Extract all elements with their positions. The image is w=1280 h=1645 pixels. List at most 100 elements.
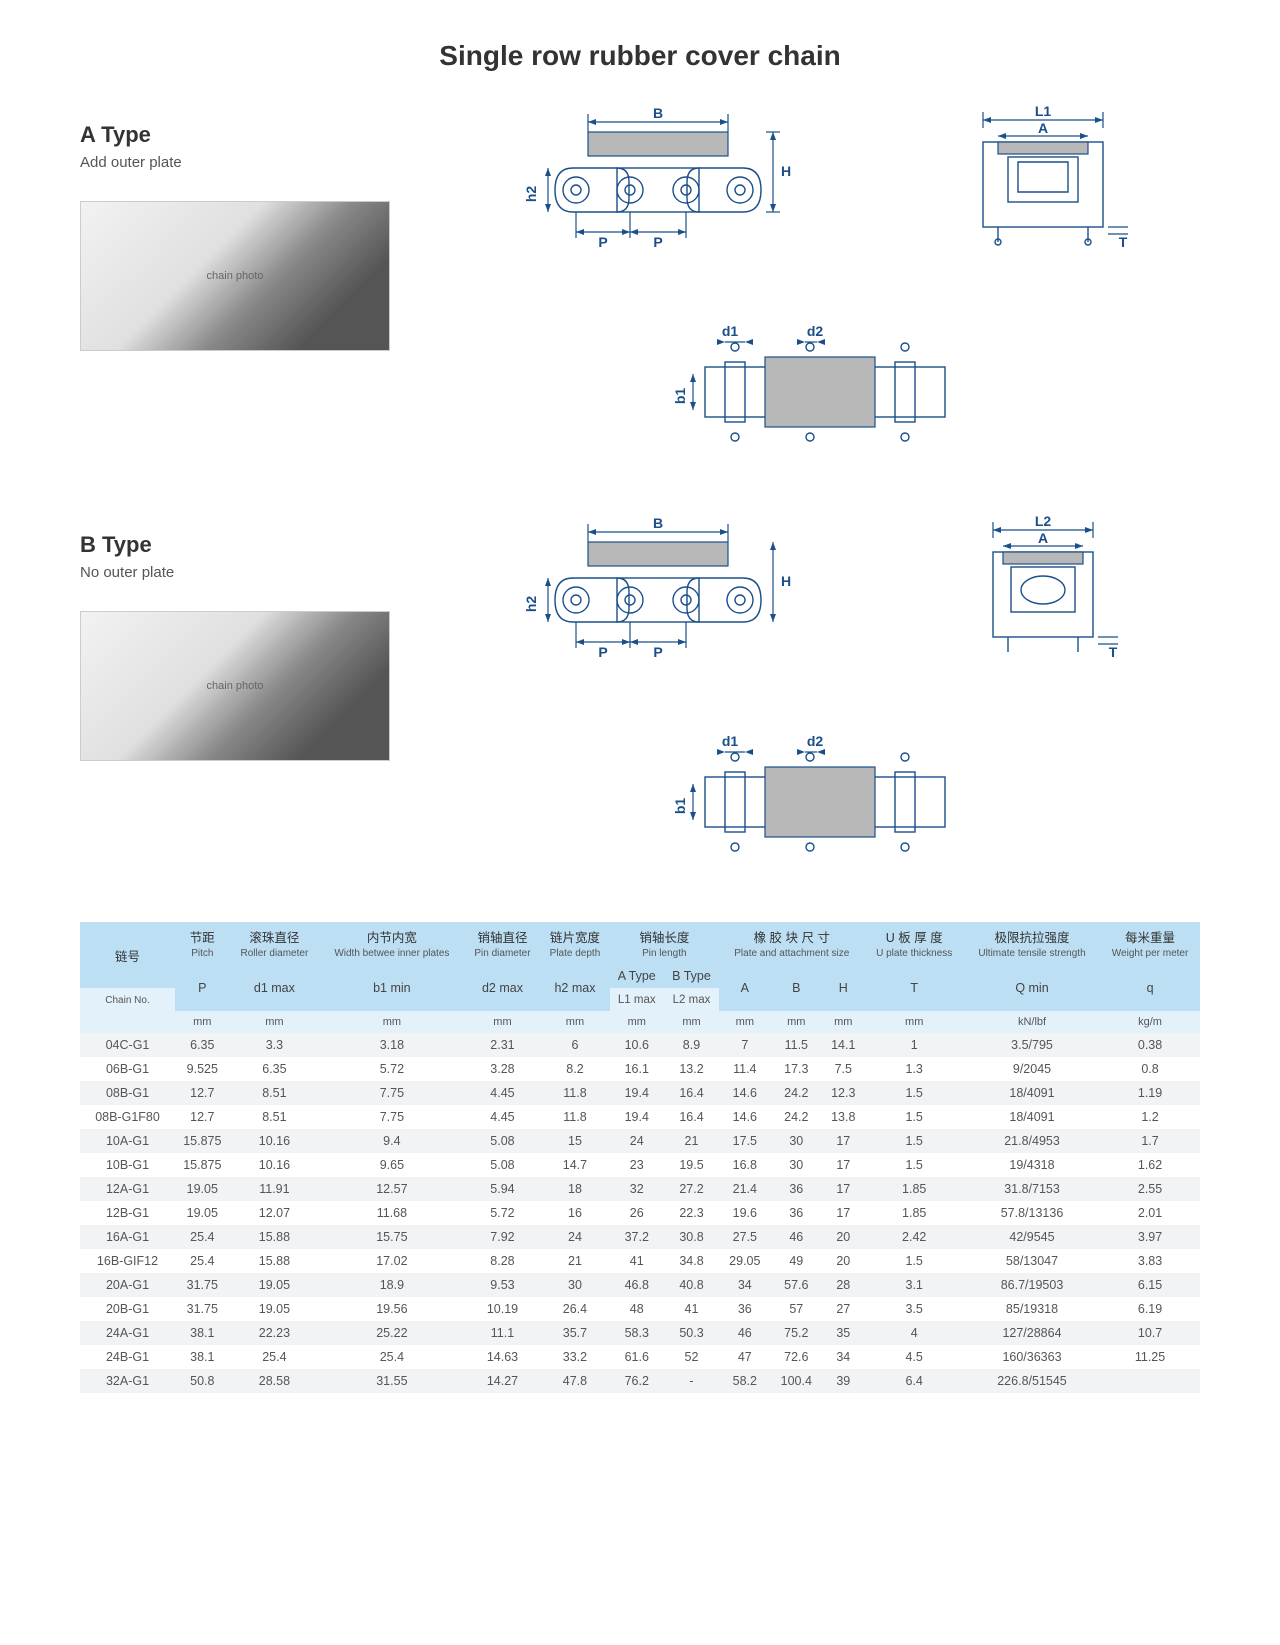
spec-table: 链号 节距Pitch 滚珠直径Roller diameter 内节内宽Width… <box>80 922 1200 1393</box>
table-cell: 57.6 <box>771 1273 822 1297</box>
a-type-sub: Add outer plate <box>80 154 420 171</box>
table-cell: 8.28 <box>465 1249 541 1273</box>
table-cell: 15.75 <box>319 1225 464 1249</box>
table-cell: 8.51 <box>230 1105 320 1129</box>
table-cell: 1.19 <box>1100 1081 1200 1105</box>
table-cell: 3.97 <box>1100 1225 1200 1249</box>
dim-d2: d2 <box>807 323 824 339</box>
table-cell: 11.25 <box>1100 1345 1200 1369</box>
table-row: 12B-G119.0512.0711.685.72162622.319.6361… <box>80 1201 1200 1225</box>
table-cell: 127/28864 <box>964 1321 1100 1345</box>
table-cell: 9.4 <box>319 1129 464 1153</box>
table-cell: 19.05 <box>230 1297 320 1321</box>
table-cell: 100.4 <box>771 1369 822 1393</box>
table-cell: 28.58 <box>230 1369 320 1393</box>
table-cell: 11.1 <box>465 1321 541 1345</box>
table-cell: 17 <box>822 1129 864 1153</box>
table-cell: 22.23 <box>230 1321 320 1345</box>
table-cell: 57.8/13136 <box>964 1201 1100 1225</box>
table-cell: 36 <box>771 1177 822 1201</box>
table-cell: 5.72 <box>319 1057 464 1081</box>
table-cell: 11.4 <box>719 1057 770 1081</box>
table-cell: 1.85 <box>864 1177 963 1201</box>
table-cell: 4.45 <box>465 1081 541 1105</box>
table-row: 32A-G150.828.5831.5514.2747.876.2-58.210… <box>80 1369 1200 1393</box>
table-row: 12A-G119.0511.9112.575.94183227.221.4361… <box>80 1177 1200 1201</box>
table-cell: 58.3 <box>610 1321 664 1345</box>
table-cell: 21.8/4953 <box>964 1129 1100 1153</box>
table-cell: 17 <box>822 1177 864 1201</box>
table-row: 04C-G16.353.33.182.31610.68.9711.514.113… <box>80 1033 1200 1057</box>
table-cell: 21 <box>540 1249 609 1273</box>
table-cell: 41 <box>610 1249 664 1273</box>
table-cell: 04C-G1 <box>80 1033 175 1057</box>
table-cell: 31.55 <box>319 1369 464 1393</box>
diagram-a-side: L1 A T <box>953 102 1133 292</box>
table-cell: 48 <box>610 1297 664 1321</box>
table-cell: 61.6 <box>610 1345 664 1369</box>
table-cell: 5.94 <box>465 1177 541 1201</box>
dim-P2: P <box>653 234 662 250</box>
table-cell: 31.75 <box>175 1297 230 1321</box>
table-cell: 27.2 <box>664 1177 719 1201</box>
page-title: Single row rubber cover chain <box>80 40 1200 72</box>
table-cell: 0.38 <box>1100 1033 1200 1057</box>
table-cell: 38.1 <box>175 1345 230 1369</box>
table-cell: 6 <box>540 1033 609 1057</box>
table-units-row: mm mm mm mm mm mm mm mm mm mm mm kN/lbf … <box>80 1011 1200 1033</box>
table-cell: 12A-G1 <box>80 1177 175 1201</box>
table-cell: 16B-GIF12 <box>80 1249 175 1273</box>
table-cell: 16.4 <box>664 1081 719 1105</box>
dim-H: H <box>780 163 790 179</box>
table-cell: 26.4 <box>540 1297 609 1321</box>
table-cell: 38.1 <box>175 1321 230 1345</box>
table-cell: 23 <box>610 1153 664 1177</box>
dim-b1: b1 <box>675 388 688 405</box>
table-cell: 9.65 <box>319 1153 464 1177</box>
table-cell: 25.22 <box>319 1321 464 1345</box>
dim-L1: L1 <box>1034 103 1051 119</box>
table-cell: 10.7 <box>1100 1321 1200 1345</box>
table-cell: 85/19318 <box>964 1297 1100 1321</box>
table-cell: 3.5/795 <box>964 1033 1100 1057</box>
table-cell: 30.8 <box>664 1225 719 1249</box>
table-row: 10B-G115.87510.169.655.0814.72319.516.83… <box>80 1153 1200 1177</box>
table-cell: 46 <box>719 1321 770 1345</box>
table-cell: 50.3 <box>664 1321 719 1345</box>
diagram-b-side: L2 A T <box>953 512 1133 702</box>
table-cell: 34 <box>719 1273 770 1297</box>
table-cell: 19.05 <box>175 1201 230 1225</box>
table-cell: 8.2 <box>540 1057 609 1081</box>
a-type-photo: chain photo <box>80 201 390 351</box>
table-cell: 9.53 <box>465 1273 541 1297</box>
table-cell: 17.02 <box>319 1249 464 1273</box>
table-cell: 33.2 <box>540 1345 609 1369</box>
table-cell: 3.1 <box>864 1273 963 1297</box>
section-a: A Type Add outer plate chain photo <box>80 102 1200 462</box>
svg-text:A: A <box>1037 530 1047 546</box>
table-cell: 6.19 <box>1100 1297 1200 1321</box>
table-cell: 10.6 <box>610 1033 664 1057</box>
table-cell: 1.85 <box>864 1201 963 1225</box>
table-cell: 18/4091 <box>964 1081 1100 1105</box>
svg-text:d2: d2 <box>807 733 824 749</box>
b-type-heading: B Type <box>80 532 420 558</box>
table-cell: 12.57 <box>319 1177 464 1201</box>
table-cell: 47 <box>719 1345 770 1369</box>
table-cell: 8.51 <box>230 1081 320 1105</box>
table-cell: 86.7/19503 <box>964 1273 1100 1297</box>
table-cell: 24A-G1 <box>80 1321 175 1345</box>
table-cell: 40.8 <box>664 1273 719 1297</box>
table-cell: 24.2 <box>771 1081 822 1105</box>
svg-text:P: P <box>653 644 662 660</box>
table-cell: 0.8 <box>1100 1057 1200 1081</box>
dim-P1: P <box>598 234 607 250</box>
table-cell: 08B-G1 <box>80 1081 175 1105</box>
svg-text:b1: b1 <box>675 798 688 815</box>
table-cell: 72.6 <box>771 1345 822 1369</box>
table-cell: 14.27 <box>465 1369 541 1393</box>
table-cell: 35.7 <box>540 1321 609 1345</box>
table-cell: 226.8/51545 <box>964 1369 1100 1393</box>
table-cell: 8.9 <box>664 1033 719 1057</box>
table-cell: 37.2 <box>610 1225 664 1249</box>
